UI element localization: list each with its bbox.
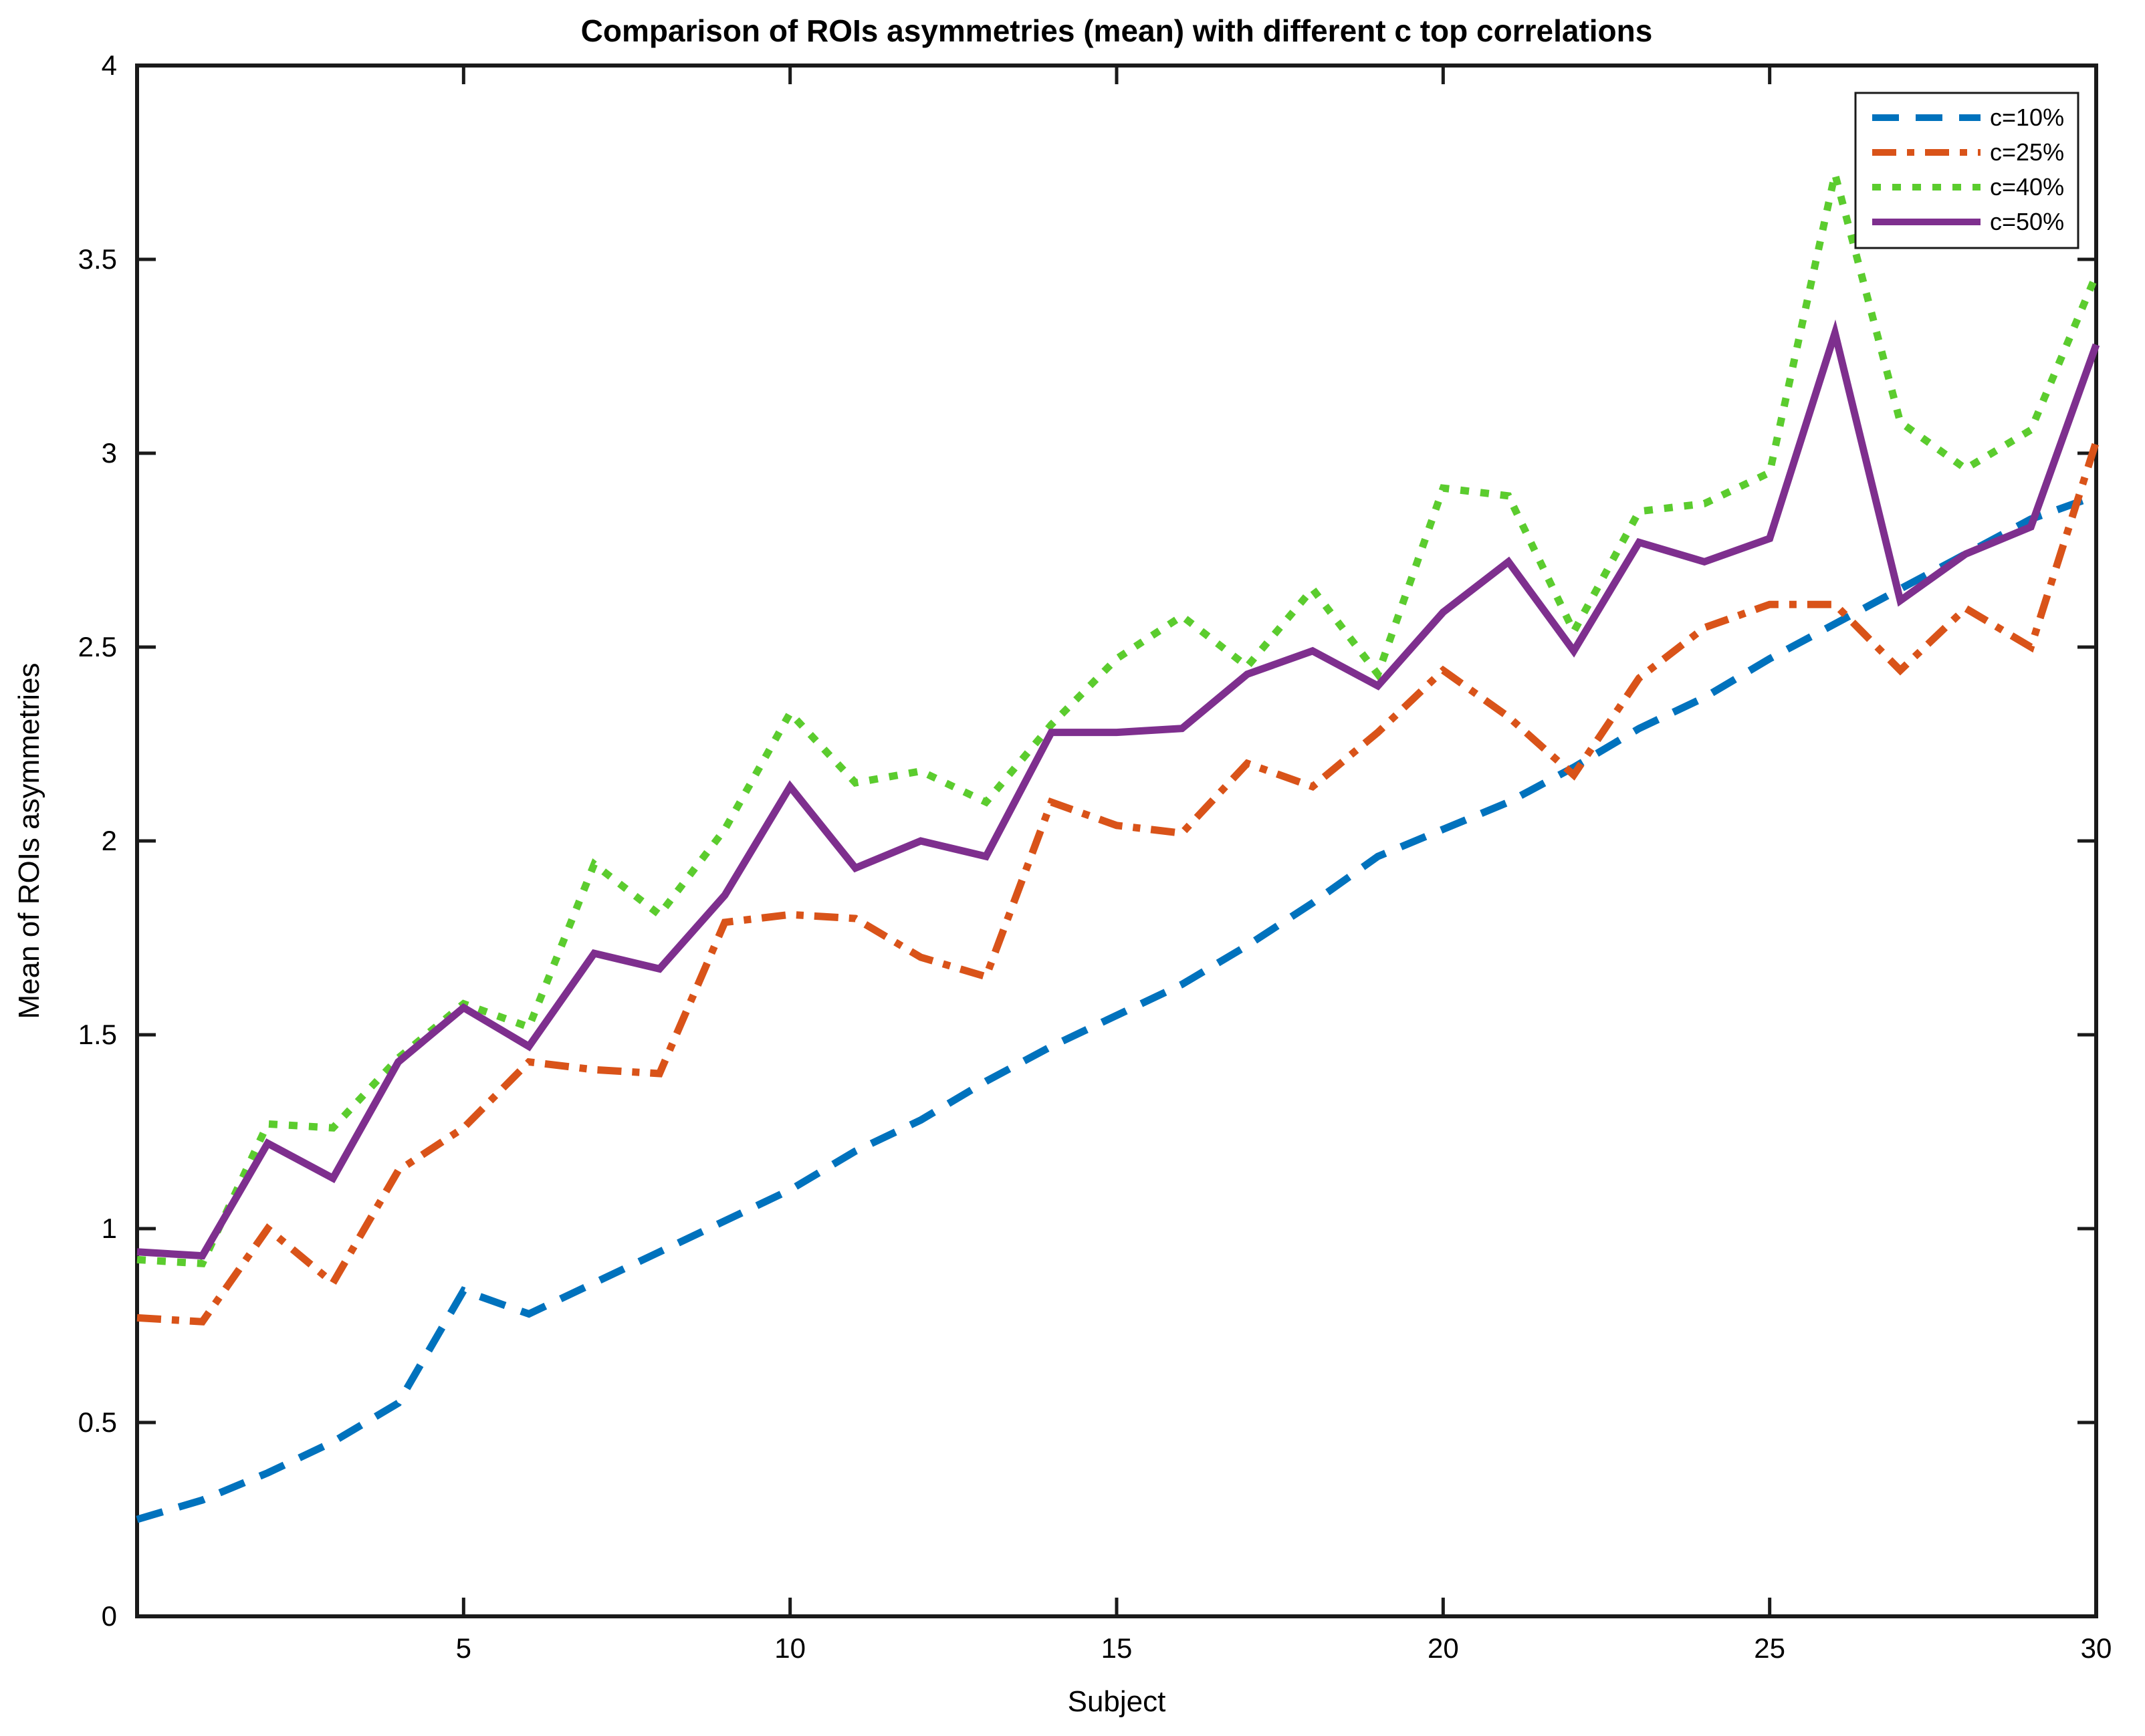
series-line-c40 <box>136 173 2100 1267</box>
x-tick-label: 30 <box>2081 1632 2112 1664</box>
y-tick-label: 0.5 <box>78 1406 117 1438</box>
y-tick-label: 2.5 <box>78 631 117 662</box>
legend-label: c=10% <box>1990 104 2064 131</box>
x-axis-label: Subject <box>1068 1685 1166 1718</box>
y-tick-label: 1.5 <box>78 1019 117 1050</box>
x-tick-label: 10 <box>774 1632 806 1664</box>
x-tick-label: 25 <box>1754 1632 1785 1664</box>
series-line-c50 <box>136 319 2100 1260</box>
x-tick-label: 15 <box>1101 1632 1133 1664</box>
y-tick-label: 1 <box>102 1213 117 1244</box>
plot-area <box>135 64 2098 1618</box>
x-tick-label: 5 <box>456 1632 471 1664</box>
legend-label: c=40% <box>1990 173 2064 201</box>
data-series <box>136 173 2100 1523</box>
y-tick-label: 2 <box>102 825 117 856</box>
legend-label: c=50% <box>1990 208 2064 235</box>
y-tick-label: 0 <box>102 1600 117 1632</box>
chart-title: Comparison of ROIs asymmetries (mean) wi… <box>581 13 1653 48</box>
series-line-c25 <box>136 440 2100 1326</box>
y-tick-label: 3.5 <box>78 243 117 275</box>
series-line-c10 <box>136 492 2098 1523</box>
legend: c=10% c=25% c=40% c=50% <box>1854 92 2079 249</box>
y-tick-label: 3 <box>102 437 117 469</box>
y-axis-label: Mean of ROIs asymmetries <box>13 662 45 1019</box>
legend-label: c=25% <box>1990 138 2064 166</box>
y-tick-label: 4 <box>102 49 117 81</box>
x-tick-label: 20 <box>1428 1632 1459 1664</box>
axis-ticks: 5 10 15 20 25 30 0 0.5 1 1.5 2 2.5 3 3.5 4 <box>78 49 2112 1664</box>
